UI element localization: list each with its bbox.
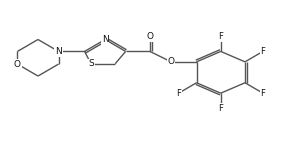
Text: O: O	[146, 32, 153, 41]
Text: F: F	[260, 89, 265, 98]
Text: F: F	[218, 104, 223, 113]
Text: N: N	[102, 35, 108, 44]
Text: N: N	[55, 47, 62, 56]
Text: O: O	[14, 60, 21, 69]
Text: F: F	[260, 47, 265, 56]
Text: O: O	[168, 57, 175, 66]
Text: F: F	[176, 89, 181, 98]
Text: S: S	[88, 59, 94, 68]
Text: F: F	[218, 32, 223, 41]
